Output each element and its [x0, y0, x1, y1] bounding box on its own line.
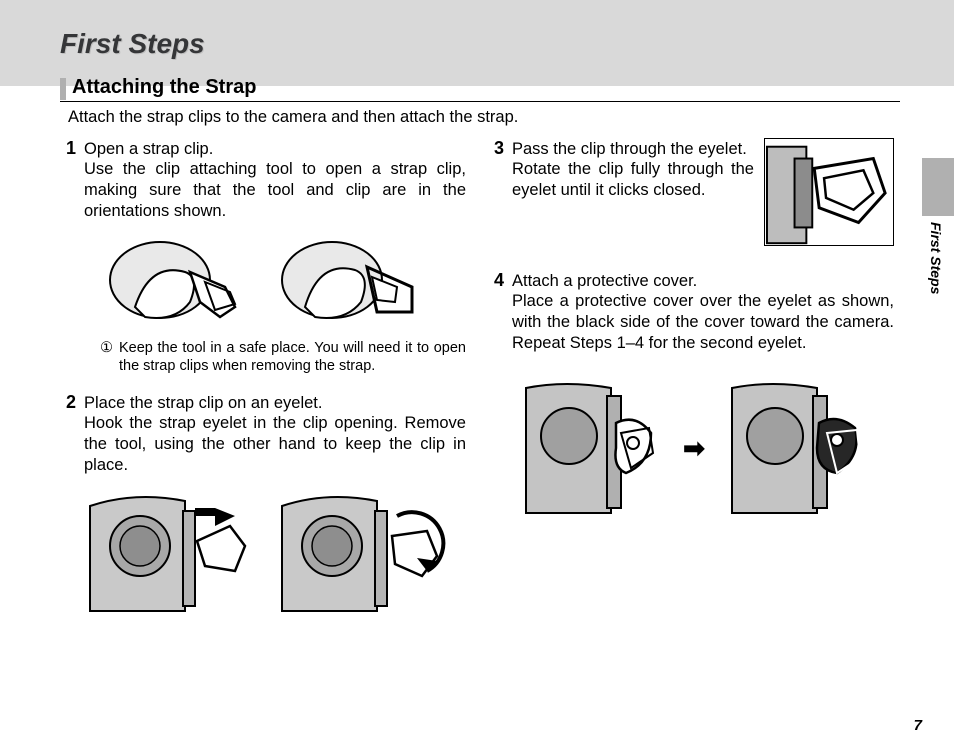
section-heading: Attaching the Strap: [60, 76, 900, 102]
illustration-clip-tool-1: [105, 232, 255, 332]
page-number: 7: [914, 717, 922, 734]
heading-accent-bar: [60, 78, 66, 100]
step-1-note: ① Keep the tool in a safe place. You wil…: [100, 340, 466, 375]
note-icon: ①: [100, 340, 113, 375]
illustration-eyelet-1: [85, 486, 255, 616]
step-1: 1 Open a strap clip. Use the clip attach…: [66, 138, 466, 376]
manual-page: First Steps Attaching the Strap Attach t…: [0, 0, 954, 748]
step-4: 4 Attach a protective cover. Place a pro…: [494, 270, 894, 518]
content-columns: 1 Open a strap clip. Use the clip attach…: [66, 138, 896, 632]
left-column: 1 Open a strap clip. Use the clip attach…: [66, 138, 466, 632]
step-title: Place the strap clip on an eyelet.: [84, 394, 322, 413]
step-title: Open a strap clip.: [84, 140, 213, 159]
illustration-eyelet-2: [277, 486, 447, 616]
step-body: Place a protective cover over the eyelet…: [512, 291, 894, 354]
step-2-illustrations: [66, 486, 466, 616]
step-1-illustrations: [66, 232, 466, 332]
step-body: Rotate the clip fully through the eyelet…: [512, 159, 754, 201]
illustration-cover-2: [727, 378, 867, 518]
side-label: First Steps: [928, 222, 944, 294]
illustration-clip-tool-2: [277, 232, 427, 332]
step-body: Hook the strap eyelet in the clip openin…: [84, 413, 466, 476]
illustration-clip-closed: [764, 138, 894, 246]
arrow-icon: ➡: [683, 433, 705, 464]
right-column: 3 Pass the clip through the eyelet. Rota…: [494, 138, 894, 632]
section-title: Attaching the Strap: [72, 76, 256, 101]
side-tab: [922, 158, 954, 216]
step-4-illustrations: ➡: [494, 378, 894, 518]
step-body: Use the clip attaching tool to open a st…: [84, 159, 466, 222]
page-title: First Steps: [60, 28, 205, 60]
step-3: 3 Pass the clip through the eyelet. Rota…: [494, 138, 894, 246]
step-number: 2: [66, 392, 84, 413]
step-number: 3: [494, 138, 512, 159]
step-number: 1: [66, 138, 84, 159]
step-title: Attach a protective cover.: [512, 272, 697, 291]
illustration-cover-1: [521, 378, 661, 518]
step-2: 2 Place the strap clip on an eyelet. Hoo…: [66, 392, 466, 616]
step-title: Pass the clip through the eyelet.: [512, 140, 747, 159]
note-text: Keep the tool in a safe place. You will …: [119, 340, 466, 375]
intro-text: Attach the strap clips to the camera and…: [68, 108, 518, 127]
step-number: 4: [494, 270, 512, 291]
